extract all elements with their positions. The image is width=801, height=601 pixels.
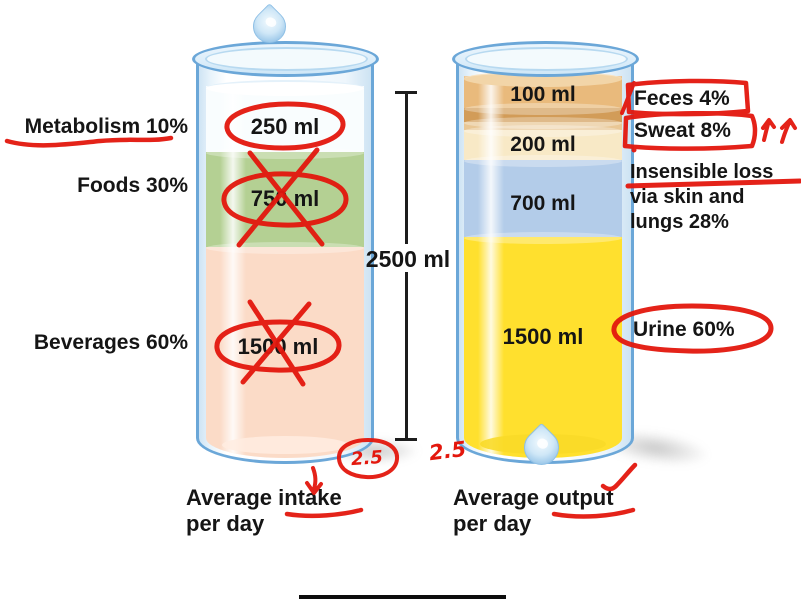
- label-insensible-line3: lungs 28%: [630, 211, 729, 233]
- measure-cap-bottom: [395, 438, 417, 441]
- intake-value-beverages: 1500 ml: [237, 334, 319, 359]
- label-insensible-line1: Insensible loss: [630, 161, 774, 183]
- output-caption-line2: per day: [453, 511, 532, 536]
- label-insensible: Insensible loss via skin and lungs 28%: [630, 160, 773, 235]
- label-sweat: Sweat 8%: [634, 119, 731, 142]
- label-insensible-line2: via skin and: [630, 186, 745, 208]
- output-caption-line1: Average output: [453, 485, 614, 510]
- output-value-urine: 1500 ml: [502, 324, 584, 349]
- intake-beaker-rim-inner: [205, 47, 368, 71]
- output-value-sweat: 200 ml: [510, 133, 576, 156]
- intake-liquid-surface: [206, 80, 364, 96]
- handwritten-intake-total: 2.5: [350, 446, 384, 471]
- bottom-divider-line: [299, 595, 506, 599]
- measure-line-upper: [405, 93, 408, 244]
- underline-metabolism: [4, 135, 174, 148]
- output-value-insensible: 700 ml: [510, 192, 576, 215]
- intake-value-foods: 750 ml: [250, 186, 320, 211]
- label-beverages: Beverages 60%: [33, 331, 188, 354]
- intake-value-metabolism: 250 ml: [250, 114, 320, 139]
- output-value-feces: 100 ml: [510, 83, 576, 106]
- intake-caption: Average intake per day: [186, 485, 342, 537]
- handwritten-output-total: 2.5: [427, 436, 468, 466]
- measure-cap-top: [395, 91, 417, 94]
- measure-line-lower: [405, 272, 408, 438]
- intake-liquid-column: [206, 86, 364, 458]
- label-feces: Feces 4%: [634, 87, 730, 110]
- output-beaker-rim-inner: [465, 47, 628, 71]
- label-urine: Urine 60%: [633, 318, 735, 341]
- intake-caption-line1: Average intake: [186, 485, 342, 510]
- up-arrows: [761, 118, 797, 144]
- label-foods: Foods 30%: [77, 174, 188, 197]
- label-metabolism: Metabolism 10%: [24, 115, 188, 138]
- output-caption: Average output per day: [453, 485, 614, 537]
- total-volume-label: 2500 ml: [365, 246, 451, 272]
- intake-caption-line2: per day: [186, 511, 265, 536]
